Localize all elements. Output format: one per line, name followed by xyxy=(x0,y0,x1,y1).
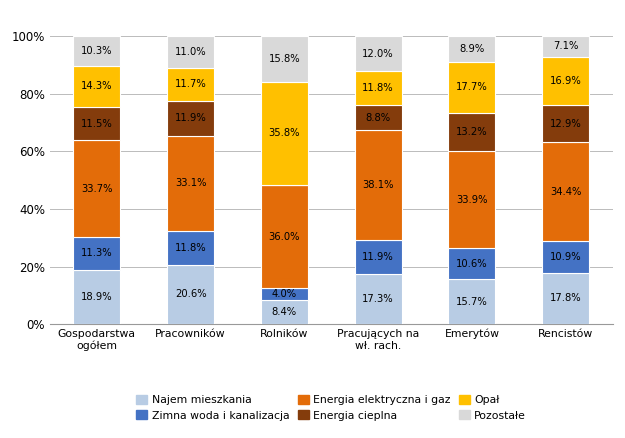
Text: 7.1%: 7.1% xyxy=(553,42,578,51)
Bar xyxy=(542,57,589,105)
Bar xyxy=(355,131,402,240)
Text: 11.3%: 11.3% xyxy=(81,248,112,258)
Bar xyxy=(542,241,589,273)
Text: 11.7%: 11.7% xyxy=(175,79,206,89)
Text: 34.4%: 34.4% xyxy=(550,187,581,197)
Text: 10.9%: 10.9% xyxy=(550,252,581,262)
Bar xyxy=(355,105,402,131)
Text: 36.0%: 36.0% xyxy=(269,232,300,242)
Bar xyxy=(168,36,214,67)
Bar xyxy=(449,151,496,248)
Bar xyxy=(74,237,120,270)
Bar xyxy=(168,231,214,265)
Bar xyxy=(355,71,402,105)
Text: 10.6%: 10.6% xyxy=(456,259,488,268)
Bar xyxy=(542,105,589,142)
Text: 33.9%: 33.9% xyxy=(456,194,488,205)
Bar xyxy=(74,66,120,107)
Bar xyxy=(168,135,214,231)
Legend: Najem mieszkania, Zimna woda i kanalizacja, Energia elektryczna i gaz, Energia c: Najem mieszkania, Zimna woda i kanalizac… xyxy=(133,392,529,424)
Text: 11.0%: 11.0% xyxy=(175,47,206,57)
Bar xyxy=(261,185,308,288)
Bar xyxy=(542,142,589,241)
Text: 18.9%: 18.9% xyxy=(81,292,112,302)
Text: 11.9%: 11.9% xyxy=(362,252,394,262)
Text: 11.8%: 11.8% xyxy=(175,243,206,253)
Text: 14.3%: 14.3% xyxy=(81,81,112,92)
Text: 38.1%: 38.1% xyxy=(362,180,394,190)
Bar xyxy=(449,36,496,62)
Text: 12.0%: 12.0% xyxy=(362,49,394,59)
Bar xyxy=(168,265,214,324)
Text: 13.2%: 13.2% xyxy=(456,127,488,137)
Bar xyxy=(74,36,120,66)
Bar xyxy=(74,107,120,140)
Text: 33.1%: 33.1% xyxy=(175,178,206,188)
Text: 15.8%: 15.8% xyxy=(269,54,300,64)
Text: 10.3%: 10.3% xyxy=(81,46,112,56)
Text: 11.9%: 11.9% xyxy=(175,113,206,124)
Bar xyxy=(261,288,308,300)
Text: 17.3%: 17.3% xyxy=(362,294,394,304)
Bar xyxy=(355,240,402,274)
Bar xyxy=(542,273,589,324)
Text: 8.4%: 8.4% xyxy=(272,307,297,317)
Text: 17.8%: 17.8% xyxy=(550,293,581,304)
Text: 35.8%: 35.8% xyxy=(269,128,300,138)
Text: 17.7%: 17.7% xyxy=(456,82,488,92)
Text: 11.5%: 11.5% xyxy=(81,119,112,129)
Bar xyxy=(449,62,496,113)
Bar xyxy=(542,36,589,57)
Bar xyxy=(74,270,120,324)
Bar xyxy=(261,36,308,81)
Bar xyxy=(449,248,496,279)
Text: 33.7%: 33.7% xyxy=(81,184,112,194)
Text: 16.9%: 16.9% xyxy=(550,76,581,86)
Bar xyxy=(261,81,308,185)
Bar xyxy=(449,113,496,151)
Text: 4.0%: 4.0% xyxy=(272,289,297,299)
Text: 15.7%: 15.7% xyxy=(456,297,488,307)
Text: 8.8%: 8.8% xyxy=(366,113,391,123)
Bar xyxy=(355,274,402,324)
Bar xyxy=(449,279,496,324)
Bar xyxy=(168,67,214,101)
Text: 12.9%: 12.9% xyxy=(550,119,581,129)
Text: 11.8%: 11.8% xyxy=(362,83,394,93)
Bar xyxy=(74,140,120,237)
Text: 8.9%: 8.9% xyxy=(459,44,484,54)
Text: 20.6%: 20.6% xyxy=(175,290,206,300)
Bar xyxy=(355,36,402,71)
Bar xyxy=(168,101,214,135)
Bar xyxy=(261,300,308,324)
